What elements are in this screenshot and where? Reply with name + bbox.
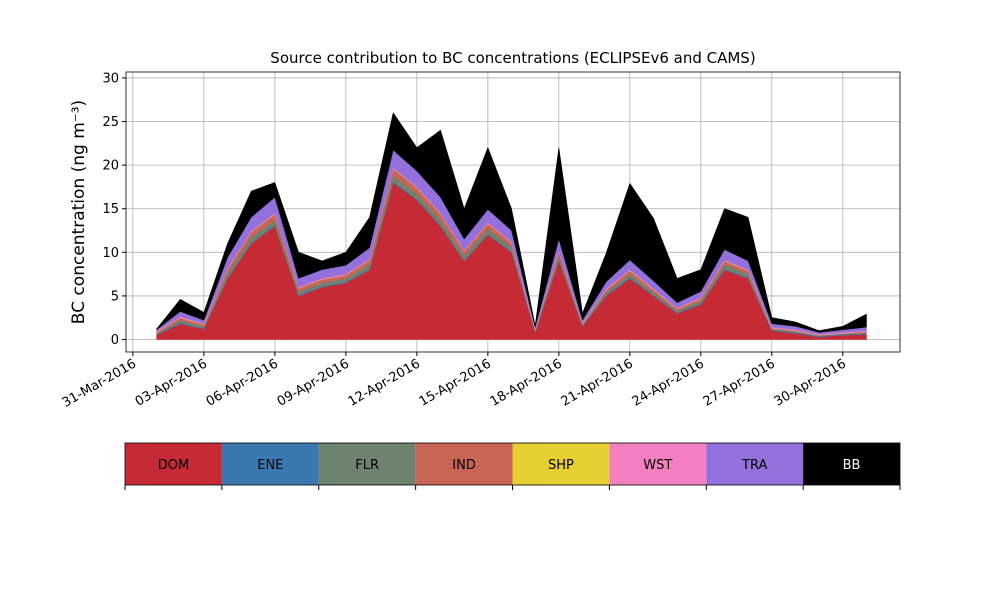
area bbox=[156, 112, 867, 333]
legend-swatch bbox=[125, 443, 222, 485]
legend-swatch bbox=[706, 443, 804, 485]
chart-title: Source contribution to BC concentrations… bbox=[270, 49, 755, 67]
y-tick-label: 30 bbox=[102, 71, 119, 86]
x-tick-label: 18-Apr-2016 bbox=[488, 356, 565, 409]
legend-label: DOM bbox=[158, 458, 189, 473]
x-tick-label: 06-Apr-2016 bbox=[204, 356, 281, 409]
y-tick-label: 5 bbox=[111, 289, 119, 304]
x-tick-label: 27-Apr-2016 bbox=[701, 356, 778, 409]
y-tick-label: 25 bbox=[102, 115, 119, 130]
legend-label: BB bbox=[843, 458, 861, 473]
legend-swatch bbox=[609, 443, 707, 485]
legend-label: SHP bbox=[548, 458, 574, 473]
x-tick-label: 21-Apr-2016 bbox=[559, 356, 636, 409]
y-tick-label: 20 bbox=[102, 159, 119, 174]
x-tick-label: 31-Mar-2016 bbox=[60, 356, 139, 410]
y-axis-label: BC concentration (ng m⁻³) bbox=[69, 100, 89, 324]
legend-label: WST bbox=[643, 458, 672, 473]
legend-swatch bbox=[803, 443, 900, 485]
x-tick-label: 24-Apr-2016 bbox=[630, 356, 707, 409]
x-tick-label: 30-Apr-2016 bbox=[772, 356, 849, 409]
y-tick-label: 15 bbox=[102, 202, 119, 217]
x-tick-label: 12-Apr-2016 bbox=[346, 356, 423, 409]
legend-label: TRA bbox=[741, 458, 767, 473]
x-tick-label: 15-Apr-2016 bbox=[417, 356, 494, 409]
legend-swatch bbox=[512, 443, 610, 485]
legend-swatch bbox=[318, 443, 416, 485]
legend-swatch bbox=[415, 443, 513, 485]
x-tick-label: 03-Apr-2016 bbox=[133, 356, 210, 409]
y-tick-label: 10 bbox=[102, 246, 119, 261]
plot-frame bbox=[125, 71, 901, 353]
x-tick-label: 09-Apr-2016 bbox=[275, 356, 352, 409]
legend-label: ENE bbox=[257, 458, 283, 473]
y-tick-label: 0 bbox=[111, 333, 119, 348]
legend-label: FLR bbox=[355, 458, 379, 473]
legend-label: IND bbox=[452, 458, 476, 473]
legend-swatch bbox=[221, 443, 319, 485]
